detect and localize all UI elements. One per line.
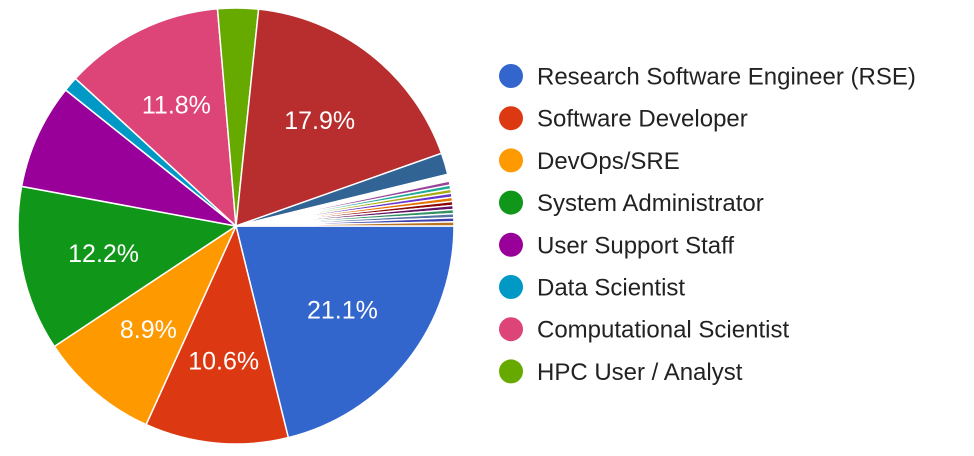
legend-swatch-5 [499,275,523,299]
slice-label-8: 17.9% [284,107,355,135]
slice-label-0: 21.1% [307,296,378,324]
legend-label-5[interactable]: Data Scientist [537,275,685,302]
legend-label-1[interactable]: Software Developer [537,106,748,133]
legend-label-6[interactable]: Computational Scientist [537,317,789,344]
slice-label-6: 11.8% [142,92,211,120]
legend-swatch-4 [499,232,523,257]
legend-swatch-1 [499,106,523,131]
legend-label-4[interactable]: User Support Staff [537,232,734,259]
legend-swatch-6 [499,317,523,342]
pie-slice-1[interactable] [145,223,290,445]
legend-swatch-2 [499,148,523,173]
slice-label-1: 10.6% [188,348,259,376]
legend-label-0[interactable]: Research Software Engineer (RSE) [537,64,916,91]
legend-swatch-3 [499,190,523,215]
legend-label-2[interactable]: DevOps/SRE [537,148,680,175]
slice-labels: 21.1% 10.6% 8.9% 12.2% 11.8% 17.9% [68,92,378,376]
pie-slice-4[interactable] [20,88,237,227]
slice-label-3: 12.2% [68,240,139,268]
pie-slice-0[interactable] [235,225,455,439]
pie-slice-2[interactable] [53,223,238,426]
legend-label-7[interactable]: HPC User / Analyst [537,359,743,386]
pie-slice-6[interactable] [74,7,237,228]
pie-slices [17,7,455,445]
pie-slice-3[interactable] [17,185,238,348]
legend-swatch-7 [499,359,523,384]
pie-slice-8[interactable] [235,8,443,228]
legend: Research Software Engineer (RSE) Software… [499,64,916,386]
legend-swatch-0 [499,64,523,88]
legend-label-3[interactable]: System Administrator [537,190,764,217]
slice-label-2: 8.9% [120,316,177,344]
pie-slice-21[interactable] [235,221,455,227]
